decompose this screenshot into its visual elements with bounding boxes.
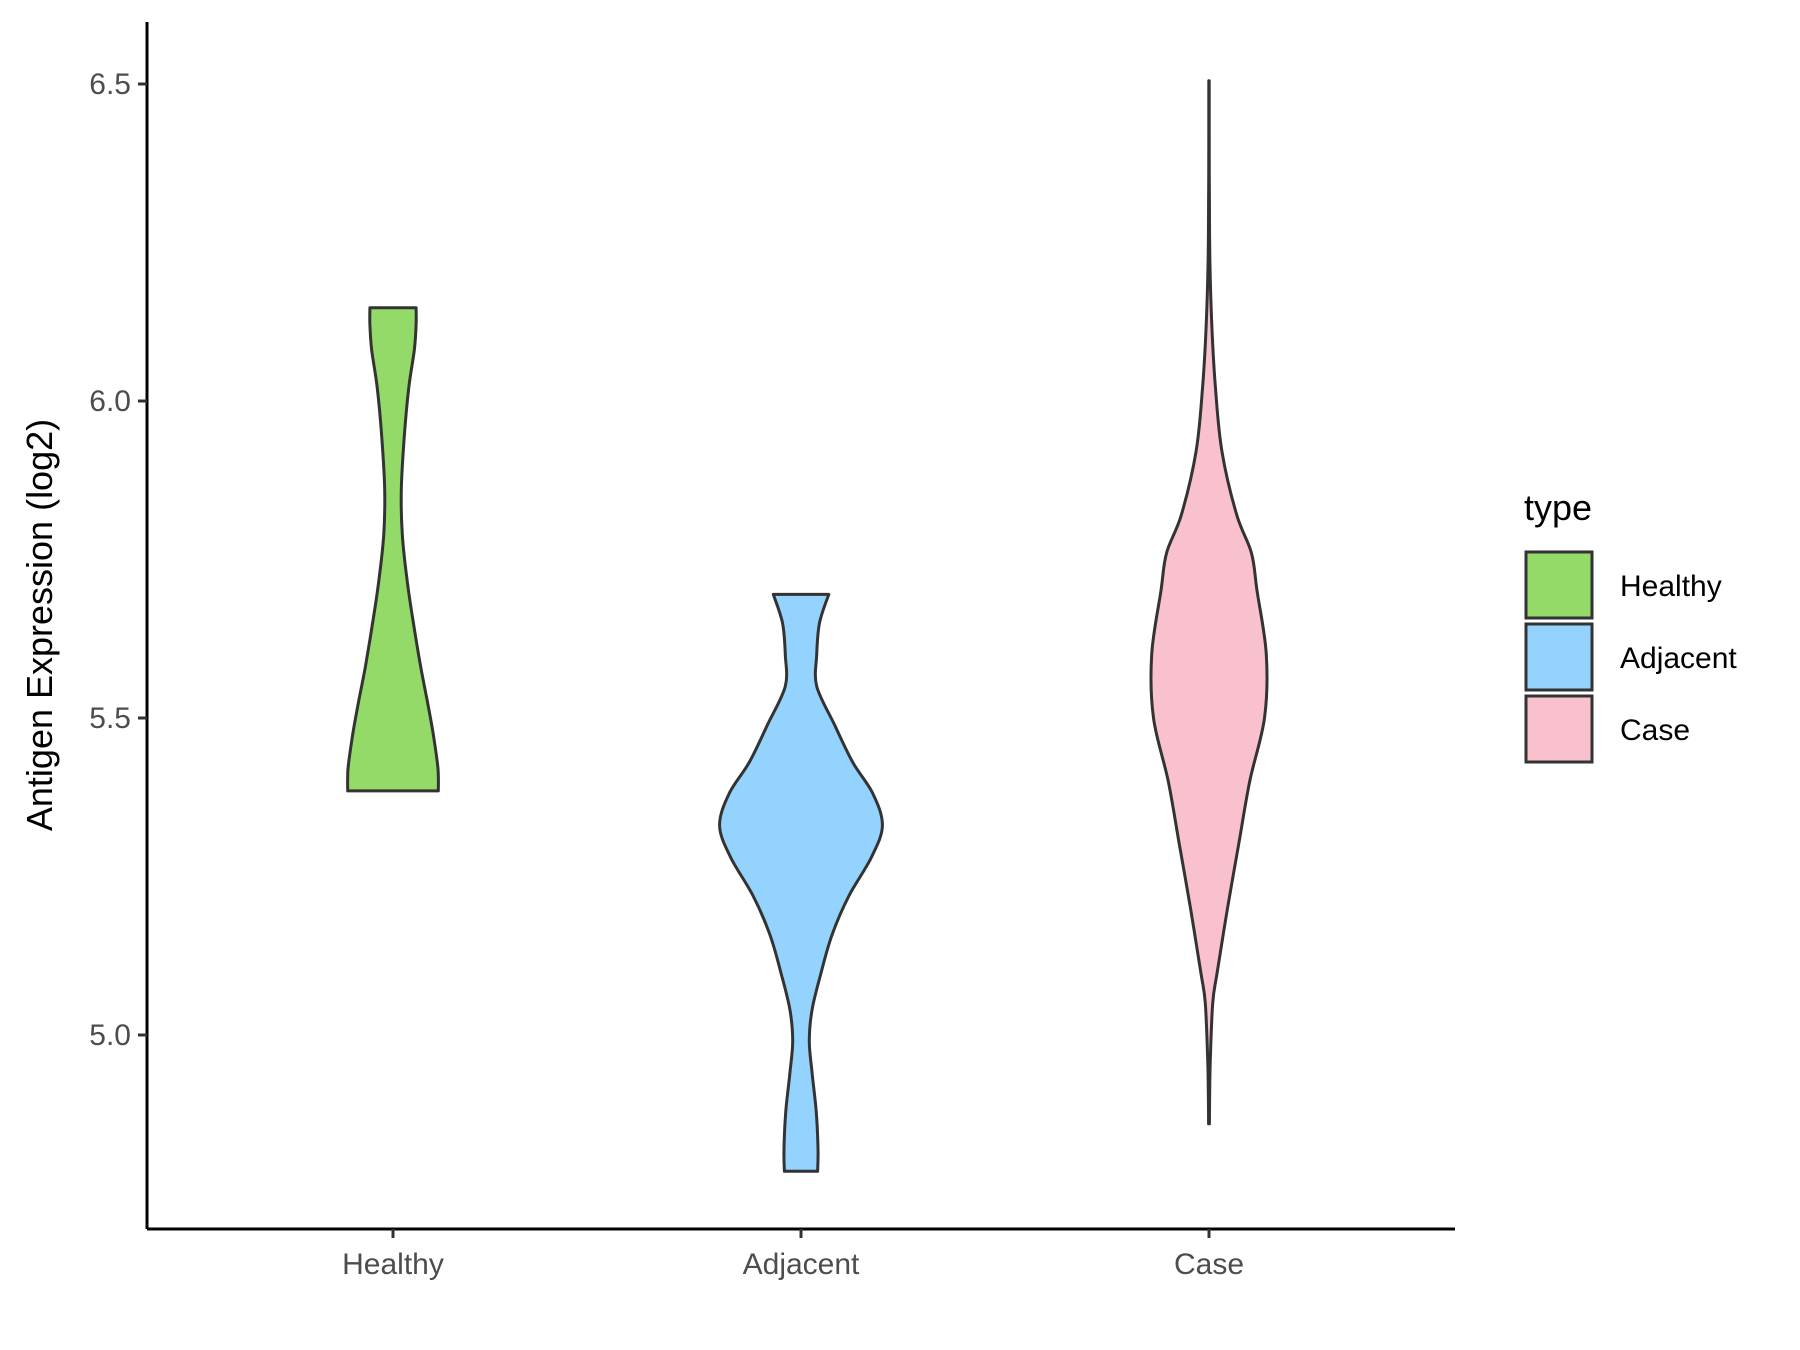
- legend-label-case: Case: [1620, 714, 1690, 747]
- legend: Healthy Adjacent Case: [1524, 550, 1737, 764]
- legend-title: type: [1524, 487, 1592, 528]
- y-tick-label: 6.5: [89, 68, 131, 101]
- y-tick-label: 5.0: [89, 1019, 131, 1052]
- violin-adjacent: [718, 592, 884, 1173]
- legend-swatch-adjacent: [1524, 622, 1594, 692]
- y-tick-label: 5.5: [89, 702, 131, 735]
- x-ticks: Healthy Adjacent Case: [342, 1229, 1244, 1281]
- violins-layer: [346, 79, 1269, 1173]
- y-tick-label: 6.0: [89, 385, 131, 418]
- violin-healthy: [346, 306, 440, 793]
- legend-swatch-case: [1524, 694, 1594, 764]
- y-axis-title: Antigen Expression (log2): [19, 419, 60, 831]
- x-tick-label: Case: [1174, 1248, 1244, 1281]
- legend-label-adjacent: Adjacent: [1620, 642, 1737, 675]
- x-tick-label: Healthy: [342, 1248, 444, 1281]
- violin-case: [1149, 79, 1269, 1126]
- x-tick-label: Adjacent: [743, 1248, 860, 1281]
- legend-swatch-healthy: [1524, 550, 1594, 620]
- y-ticks: 5.0 5.5 6.0 6.5: [89, 68, 147, 1052]
- legend-label-healthy: Healthy: [1620, 570, 1722, 603]
